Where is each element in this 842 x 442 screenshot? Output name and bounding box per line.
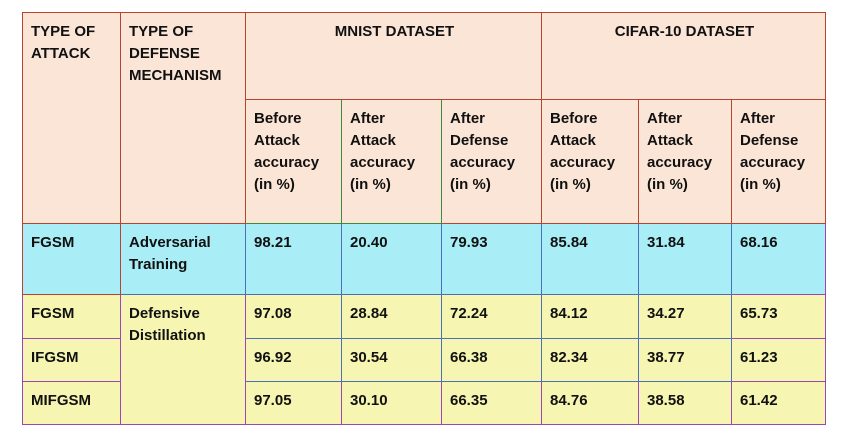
cell-value: 79.93 — [441, 223, 542, 295]
table-row: IFGSM 96.92 30.54 66.38 82.34 38.77 61.2… — [22, 338, 826, 382]
header-type-of-attack: TYPE OF ATTACK — [22, 12, 121, 224]
table-row: FGSM Defensive Distillation 97.08 28.84 … — [22, 294, 826, 425]
subheader-mnist-before-attack: Before Attack accuracy (in %) — [245, 99, 342, 224]
cell-value: 31.84 — [638, 223, 732, 295]
row-defense: Adversarial Training — [120, 223, 246, 295]
cell-value: 68.16 — [731, 223, 826, 295]
subheader-mnist-after-defense: After Defense accuracy (in %) — [441, 99, 542, 224]
table-row: FGSM Adversarial Training 98.21 20.40 79… — [22, 223, 826, 295]
cell-value: 72.24 — [441, 294, 542, 339]
cell-value: 97.08 — [245, 294, 342, 339]
cell-value: 28.84 — [341, 294, 442, 339]
header-cifar-dataset: CIFAR-10 DATASET — [541, 12, 826, 100]
cell-value: 85.84 — [541, 223, 639, 295]
cell-value: 82.34 — [541, 338, 639, 382]
header-mnist-dataset: MNIST DATASET — [245, 12, 542, 100]
cell-value: 66.38 — [441, 338, 542, 382]
row-attack: FGSM — [22, 223, 121, 295]
subheader-cifar-after-defense: After Defense accuracy (in %) — [731, 99, 826, 224]
cell-value: 84.12 — [541, 294, 639, 339]
row-attack: MIFGSM — [22, 381, 121, 425]
subheader-cifar-before-attack: Before Attack accuracy (in %) — [541, 99, 639, 224]
cell-value: 30.54 — [341, 338, 442, 382]
cell-value: 96.92 — [245, 338, 342, 382]
row-defense: Defensive Distillation — [120, 294, 246, 425]
cell-value: 66.35 — [441, 381, 542, 425]
results-table-container: TYPE OF ATTACK TYPE OF DEFENSE MECHANISM… — [22, 12, 826, 425]
table-row: MIFGSM 97.05 30.10 66.35 84.76 38.58 61.… — [22, 381, 826, 425]
cell-value: 38.58 — [638, 381, 732, 425]
subheader-mnist-after-attack: After Attack accuracy (in %) — [341, 99, 442, 224]
cell-value: 65.73 — [731, 294, 826, 339]
cell-value: 20.40 — [341, 223, 442, 295]
cell-value: 84.76 — [541, 381, 639, 425]
results-table: TYPE OF ATTACK TYPE OF DEFENSE MECHANISM… — [22, 12, 826, 425]
header-type-of-defense: TYPE OF DEFENSE MECHANISM — [120, 12, 246, 224]
cell-value: 30.10 — [341, 381, 442, 425]
row-attack: IFGSM — [22, 338, 121, 382]
cell-value: 61.42 — [731, 381, 826, 425]
row-attack: FGSM — [22, 294, 121, 339]
cell-value: 97.05 — [245, 381, 342, 425]
cell-value: 61.23 — [731, 338, 826, 382]
cell-value: 34.27 — [638, 294, 732, 339]
cell-value: 38.77 — [638, 338, 732, 382]
cell-value: 98.21 — [245, 223, 342, 295]
subheader-cifar-after-attack: After Attack accuracy (in %) — [638, 99, 732, 224]
